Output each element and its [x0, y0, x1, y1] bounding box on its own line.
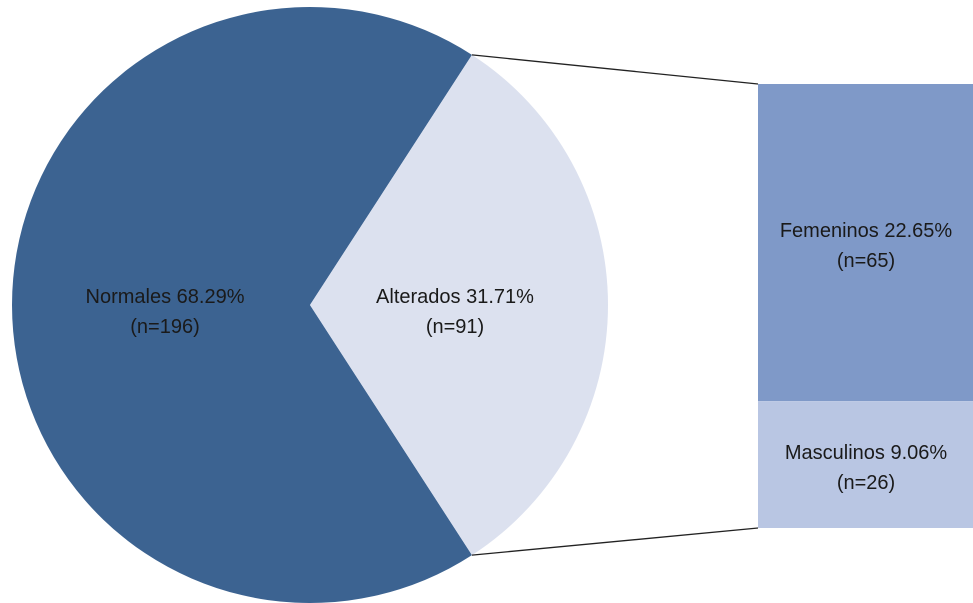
connector-line-top — [471, 54, 759, 85]
breakdown-bar — [758, 84, 973, 528]
slice-label-normales: Normales 68.29% — [86, 286, 245, 308]
pie-slice-normales — [12, 7, 472, 603]
segment-count-femeninos: (n=65) — [837, 250, 895, 272]
segment-label-femeninos: Femeninos 22.65% — [780, 220, 953, 242]
slice-label-alterados: Alterados 31.71% — [376, 286, 534, 308]
segment-count-masculinos: (n=26) — [837, 472, 895, 494]
pie-slice-alterados — [310, 54, 608, 556]
segment-label-masculinos: Masculinos 9.06% — [785, 442, 948, 464]
connector-line-bottom — [471, 527, 759, 556]
bar-segment-femeninos — [758, 84, 973, 402]
slice-count-normales: (n=196) — [130, 316, 200, 338]
pie — [12, 7, 608, 603]
connector-lines — [471, 54, 759, 556]
bar-segment-masculinos — [758, 401, 973, 528]
slice-count-alterados: (n=91) — [426, 316, 484, 338]
